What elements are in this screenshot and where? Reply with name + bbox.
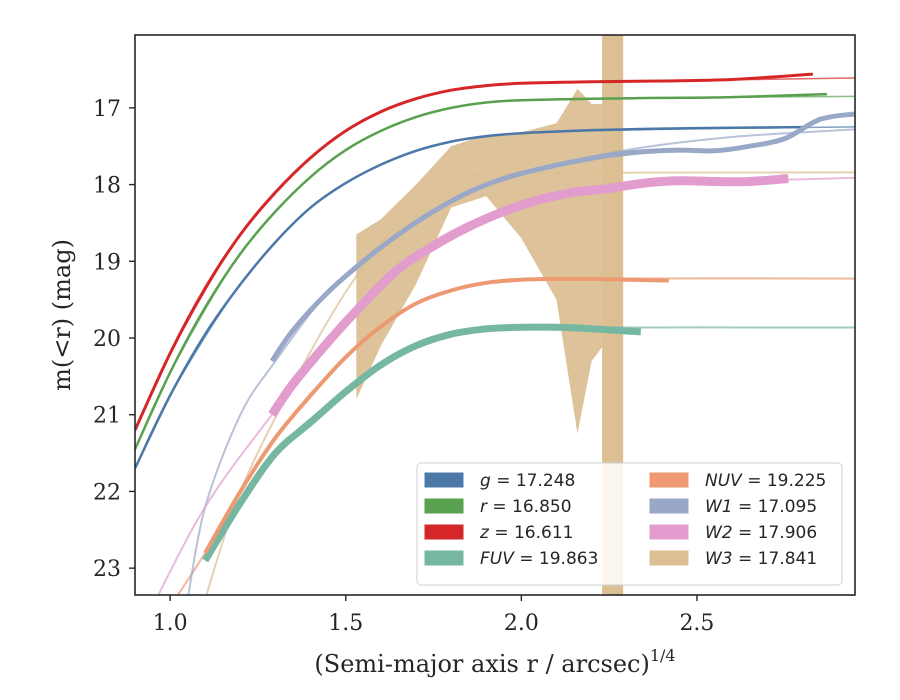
- series-fuv-profile: [202, 323, 642, 563]
- y-tick-label: 22: [93, 480, 121, 505]
- y-tick-label: 19: [93, 250, 121, 275]
- legend-value: = 17.095: [733, 497, 818, 517]
- legend-value: = 19.863: [514, 549, 599, 569]
- legend-band: r: [480, 497, 488, 517]
- legend-label-nuv: NUV = 19.225: [705, 471, 826, 491]
- legend-label-w3: W3 = 17.841: [705, 549, 817, 569]
- y-tick-label: 20: [93, 327, 121, 352]
- x-axis-title-exponent: 1/4: [650, 646, 676, 665]
- legend-value: = 17.841: [733, 549, 818, 569]
- series-r-profile: [135, 92, 827, 450]
- y-tick-label: 17: [93, 97, 121, 122]
- legend-label-z: z = 16.611: [479, 523, 573, 543]
- y-axis-title: m(<r) (mag): [48, 239, 76, 391]
- legend-label-r: r = 16.850: [480, 497, 572, 517]
- legend-value: = 17.248: [491, 471, 576, 491]
- legend-label-g: g = 17.248: [480, 471, 575, 491]
- legend-band: FUV: [480, 549, 515, 569]
- legend-label-w1: W1 = 17.095: [705, 497, 817, 517]
- x-tick-label: 1.0: [153, 611, 188, 636]
- x-tick-label: 2.0: [504, 611, 539, 636]
- x-tick-label: 1.5: [328, 611, 363, 636]
- legend-swatch-nuv: [649, 472, 689, 488]
- legend-value: = 17.906: [733, 523, 818, 543]
- plot-frame: [134, 34, 856, 596]
- legend-swatch-fuv: [424, 550, 464, 566]
- series-nuv-profile: [203, 276, 669, 554]
- legend-band: z: [479, 523, 490, 543]
- legend-label-w2: W2 = 17.906: [705, 523, 817, 543]
- legend-box: [416, 462, 843, 586]
- x-axis-title: (Semi-major axis r / arcsec)1/4: [314, 646, 675, 678]
- legend-value: = 16.850: [487, 497, 572, 517]
- legend-band: NUV: [705, 471, 743, 491]
- legend-label-fuv: FUV = 19.863: [480, 549, 598, 569]
- legend-band: W3: [705, 549, 733, 569]
- legend-band: W1: [705, 497, 733, 517]
- series-z-profile: [135, 72, 813, 431]
- series-z-model-line: [135, 77, 855, 431]
- legend-swatch-w2: [649, 524, 689, 540]
- x-tick-label: 2.5: [679, 611, 714, 636]
- y-tick-label: 21: [93, 404, 121, 429]
- series-w2-profile: [268, 174, 789, 418]
- legend-swatch-z: [424, 524, 464, 540]
- axes: 1.0 1.5 2.0 2.5 17 18 19 20 21 22 23: [93, 34, 856, 636]
- legend-swatch-r: [424, 498, 464, 514]
- plot-area: [135, 35, 855, 595]
- legend-value: = 19.225: [742, 471, 827, 491]
- series-w3-band: [356, 88, 610, 434]
- series-g-profile: [135, 125, 803, 469]
- legend-swatch-w1: [649, 498, 689, 514]
- series-w1-profile: [269, 111, 855, 363]
- y-tick-label: 23: [93, 557, 121, 582]
- series-w3-vertical-band: [602, 35, 624, 595]
- legend-band: g: [480, 471, 491, 491]
- legend-value: = 16.611: [489, 523, 574, 543]
- legend-swatch-w3: [649, 550, 689, 566]
- legend-swatch-g: [424, 472, 464, 488]
- series-w3-model-line: [205, 171, 855, 595]
- x-axis-title-text: (Semi-major axis r / arcsec): [314, 650, 649, 678]
- legend-band: W2: [705, 523, 733, 543]
- y-tick-label: 18: [93, 174, 121, 199]
